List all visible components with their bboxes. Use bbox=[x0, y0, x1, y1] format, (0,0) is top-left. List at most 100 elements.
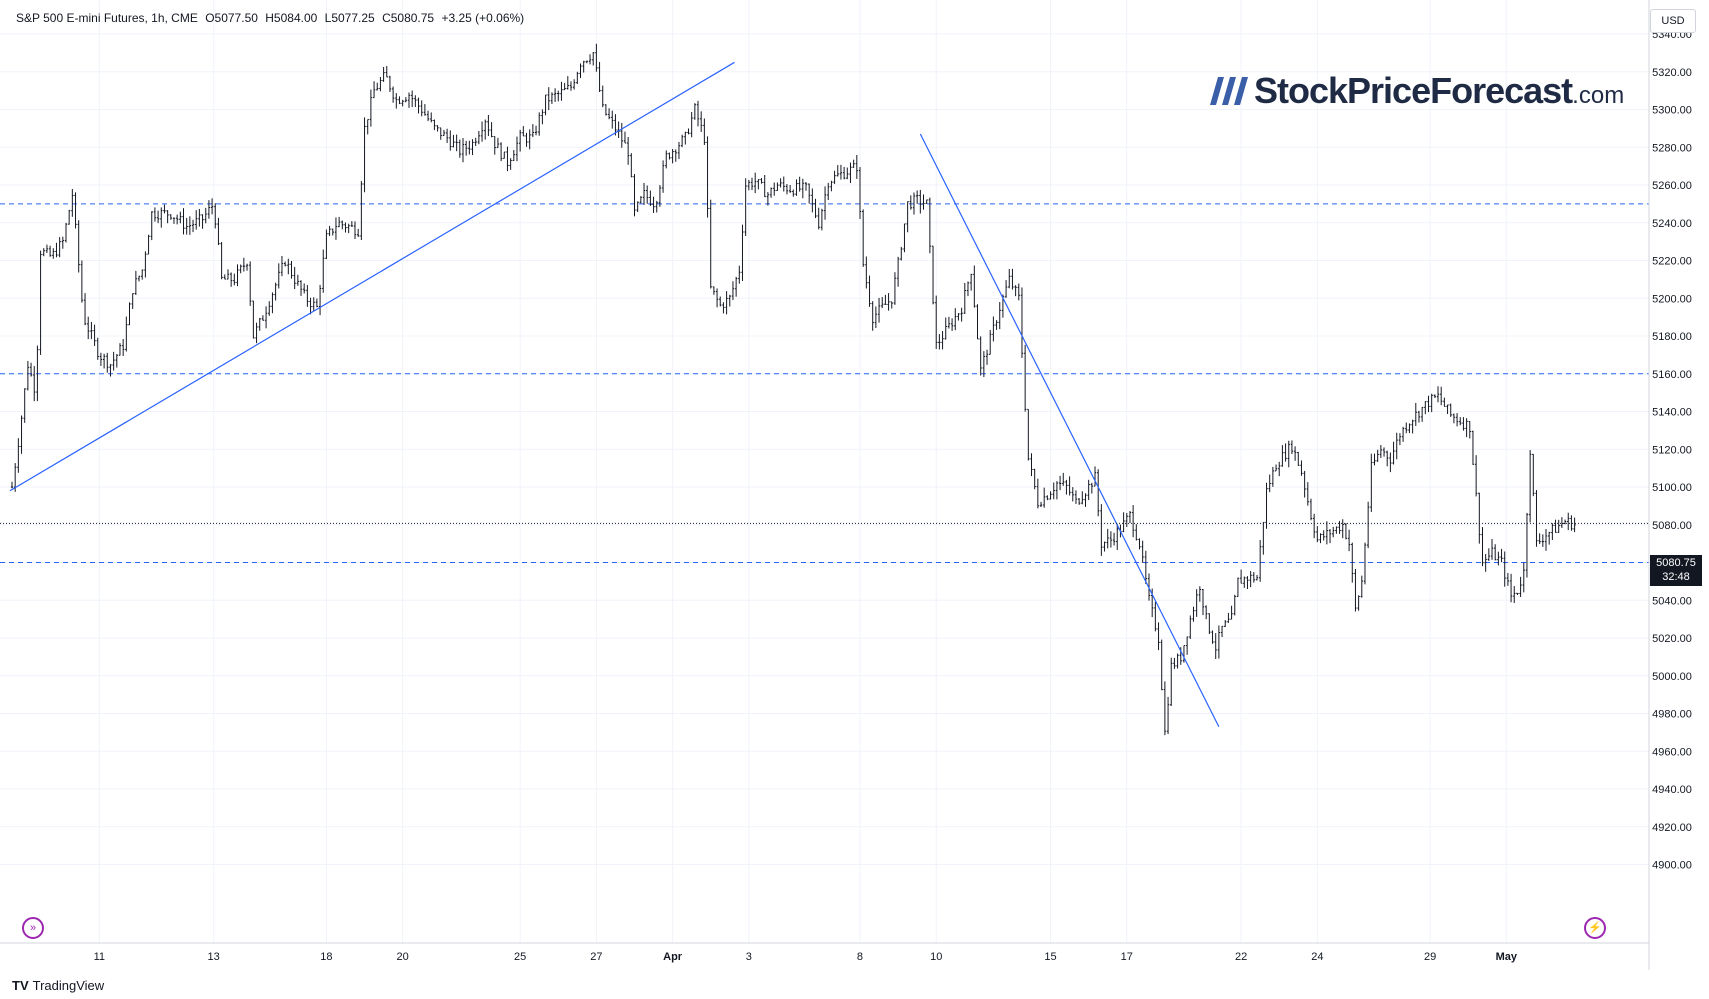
candle bbox=[760, 177, 763, 184]
candle bbox=[347, 223, 350, 234]
price-tick-label: 5220.00 bbox=[1652, 256, 1692, 268]
candle bbox=[938, 334, 941, 350]
stockpriceforecast-logo: StockPriceForecast.com bbox=[1210, 70, 1624, 114]
candle bbox=[404, 97, 408, 103]
price-axis[interactable]: 4900.00 4920.00 4940.00 4960.00 4980.00 5000.… bbox=[1652, 29, 1692, 872]
candle bbox=[179, 211, 182, 224]
candle bbox=[982, 351, 986, 378]
currency-button[interactable]: USD bbox=[1650, 9, 1696, 33]
candle bbox=[312, 297, 315, 312]
candle bbox=[1141, 540, 1144, 563]
candle bbox=[744, 178, 747, 236]
candle bbox=[433, 119, 436, 131]
trendline-falling[interactable] bbox=[919, 133, 1220, 727]
candle bbox=[1417, 410, 1421, 423]
candle bbox=[1309, 498, 1313, 521]
candle bbox=[957, 313, 960, 321]
candle bbox=[604, 104, 608, 116]
candle bbox=[1509, 573, 1513, 603]
candle bbox=[976, 304, 979, 340]
candle bbox=[1233, 594, 1236, 616]
candle bbox=[115, 354, 119, 368]
trendlines bbox=[9, 61, 1220, 727]
time-tick-label: 27 bbox=[590, 951, 602, 963]
candle bbox=[1325, 521, 1329, 545]
candle bbox=[1303, 470, 1306, 498]
candle bbox=[290, 260, 293, 279]
candle bbox=[1427, 395, 1430, 413]
candle bbox=[1493, 544, 1497, 561]
candle bbox=[1395, 432, 1398, 460]
price-tick-label: 5040.00 bbox=[1652, 595, 1692, 607]
candle bbox=[490, 122, 493, 138]
candle bbox=[474, 137, 477, 147]
candles bbox=[10, 43, 1576, 736]
candle bbox=[214, 203, 217, 229]
candle bbox=[1347, 529, 1351, 552]
candle bbox=[36, 345, 39, 402]
candle bbox=[572, 79, 576, 90]
candle bbox=[741, 224, 744, 282]
candle bbox=[322, 249, 325, 293]
lightning-icon[interactable]: ⚡ bbox=[1584, 917, 1606, 939]
candle bbox=[1335, 526, 1338, 534]
candle bbox=[1459, 417, 1462, 426]
candle bbox=[506, 146, 509, 172]
candle bbox=[1271, 466, 1275, 487]
candle bbox=[407, 92, 411, 108]
candle bbox=[607, 108, 611, 120]
candle bbox=[252, 300, 255, 339]
candle bbox=[334, 217, 338, 240]
trendline-rising[interactable] bbox=[9, 61, 735, 492]
candle bbox=[48, 245, 52, 257]
candle bbox=[1370, 453, 1373, 512]
go-to-realtime-icon[interactable]: » bbox=[22, 917, 44, 939]
candle bbox=[71, 189, 74, 217]
candle bbox=[912, 192, 916, 215]
candle bbox=[420, 100, 423, 117]
candle bbox=[1176, 653, 1179, 669]
time-tick-label: 10 bbox=[930, 951, 942, 963]
candle bbox=[893, 272, 897, 305]
candle bbox=[1516, 592, 1519, 595]
candle bbox=[906, 201, 909, 233]
candle bbox=[1281, 445, 1284, 467]
time-tick-label: 3 bbox=[746, 951, 752, 963]
candle bbox=[55, 242, 58, 258]
candle bbox=[1363, 542, 1367, 585]
candle bbox=[642, 182, 646, 205]
candle bbox=[839, 164, 843, 180]
candle bbox=[871, 301, 874, 331]
candle bbox=[42, 248, 45, 257]
candle bbox=[531, 124, 535, 138]
candle bbox=[842, 166, 846, 180]
candle bbox=[966, 281, 970, 297]
candle bbox=[804, 182, 808, 191]
candle bbox=[734, 276, 738, 297]
candle bbox=[39, 250, 42, 355]
candle bbox=[96, 337, 99, 360]
candle bbox=[639, 196, 643, 204]
candle bbox=[849, 162, 852, 184]
candle bbox=[769, 187, 773, 198]
candle bbox=[207, 200, 211, 219]
symbol-title[interactable]: S&P 500 E-mini Futures, 1h, CME bbox=[16, 11, 198, 25]
candle bbox=[588, 54, 592, 65]
candle bbox=[1103, 541, 1106, 552]
candle bbox=[1341, 519, 1344, 539]
candle bbox=[560, 81, 563, 101]
candle bbox=[900, 246, 903, 261]
candle bbox=[626, 137, 630, 165]
candle bbox=[331, 228, 334, 236]
candle bbox=[356, 228, 360, 237]
candle bbox=[436, 125, 439, 132]
candle bbox=[1338, 520, 1341, 534]
time-axis[interactable]: 11 13 18 20 25 27 Apr 3 8 10 15 17 22 24 29 May bbox=[94, 951, 1518, 963]
candle bbox=[979, 336, 982, 376]
candle bbox=[1528, 450, 1532, 523]
candle bbox=[646, 185, 649, 204]
candle bbox=[1525, 512, 1529, 578]
candle bbox=[191, 219, 195, 233]
candle bbox=[287, 258, 290, 275]
